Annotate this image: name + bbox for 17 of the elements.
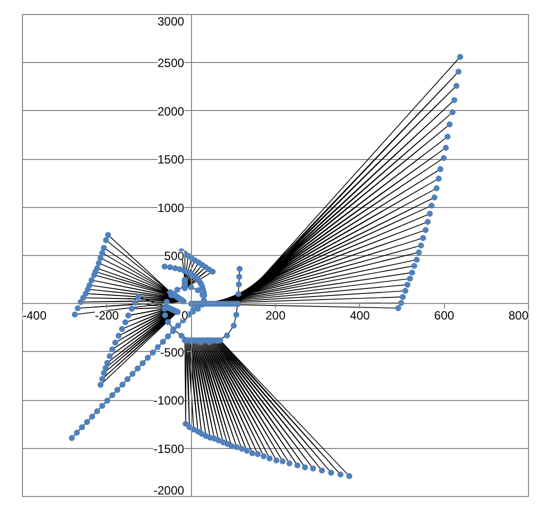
y-tick-label: 3000 [157, 14, 184, 28]
x-tick-label: 0 [181, 308, 188, 323]
y-tick-label: 2500 [157, 56, 184, 70]
x-tick-label: 800 [508, 308, 529, 323]
x-tick-label: 400 [350, 308, 370, 323]
y-tick-label: 1000 [157, 200, 184, 215]
y-tick-label: 1500 [157, 152, 184, 167]
y-tick-label: 2000 [157, 104, 184, 118]
y-tick-label: -500 [160, 345, 184, 360]
x-tick-label: -400 [22, 308, 47, 323]
x-tick-label: -200 [94, 308, 120, 323]
x-tick-label: 200 [265, 308, 286, 323]
y-tick-label: -1500 [153, 442, 184, 456]
y-tick-label: -1000 [153, 394, 184, 408]
y-tick-label: 500 [164, 249, 184, 263]
y-tick-label: -2000 [153, 484, 184, 498]
x-tick-label: 600 [434, 308, 455, 323]
